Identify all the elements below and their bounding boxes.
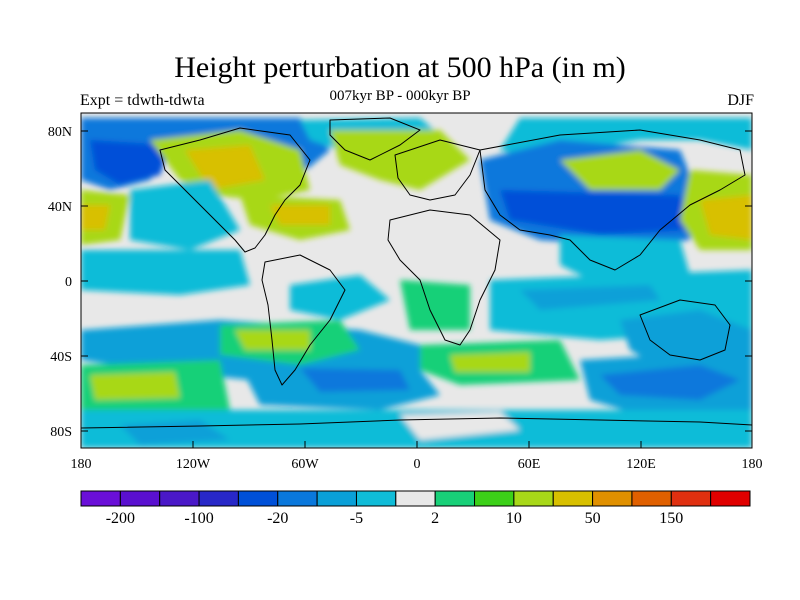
colorbar-box <box>592 490 633 507</box>
field-patch <box>300 368 410 392</box>
field-patch <box>700 195 752 240</box>
field-patch <box>560 235 690 285</box>
field-patch <box>450 352 530 372</box>
colorbar-label: 50 <box>585 510 601 527</box>
field-patch <box>90 372 180 400</box>
colorbar-label: -200 <box>106 510 135 527</box>
lon-label-60w: 60W <box>291 457 319 472</box>
field-patch <box>400 280 470 330</box>
field-patch <box>500 190 690 235</box>
colorbar-box <box>474 490 515 507</box>
lat-label-80s: 80S <box>50 425 72 440</box>
colorbar-label: -20 <box>267 510 288 527</box>
field-patch <box>330 130 470 190</box>
colorbar-box <box>277 490 318 507</box>
lon-label-0: 0 <box>414 457 421 472</box>
lat-label-40n: 40N <box>48 200 72 215</box>
field-patch <box>185 145 265 190</box>
europe-outline <box>394 139 481 201</box>
africa-outline <box>387 209 501 346</box>
colorbar-box <box>80 490 121 507</box>
colorbar-box <box>434 490 476 507</box>
colorbar-box <box>670 490 712 507</box>
colorbar-box <box>631 490 672 507</box>
colorbar-box <box>237 490 279 507</box>
height-anomaly-field <box>81 113 752 448</box>
lon-label-60e: 60E <box>518 457 541 472</box>
field-patch <box>81 250 250 295</box>
field-patch <box>600 365 740 400</box>
colorbar-box <box>119 490 161 507</box>
colorbar-box <box>355 490 397 507</box>
australia-outline <box>639 299 731 361</box>
lat-ticks <box>81 130 752 432</box>
experiment-label: Expt = tdwth-tdwta <box>80 92 205 109</box>
colorbar-box <box>159 490 200 507</box>
colorbar-label: 10 <box>506 510 522 527</box>
colorbar-labels: -200 -100 -20 -5 2 10 50 150 <box>106 510 684 527</box>
colorbar-label: 150 <box>659 510 683 527</box>
lon-label-120w: 120W <box>176 457 211 472</box>
colorbar-box <box>395 490 436 507</box>
field-patch <box>520 285 660 310</box>
colorbar-label: 2 <box>431 510 439 527</box>
field-patch <box>81 205 110 230</box>
lon-label-180w: 180 <box>71 457 92 472</box>
lat-label-80n: 80N <box>48 125 72 140</box>
colorbar-label: -100 <box>184 510 213 527</box>
colorbar-box <box>316 490 357 507</box>
field-patch <box>560 150 680 190</box>
colorbar <box>80 490 751 507</box>
chart-title: Height perturbation at 500 hPa (in m) <box>174 51 626 84</box>
lat-label-0: 0 <box>65 275 72 290</box>
lat-label-40s: 40S <box>50 350 72 365</box>
season-label: DJF <box>727 92 754 109</box>
colorbar-box <box>552 490 594 507</box>
lon-label-180e: 180 <box>742 457 763 472</box>
asia-outline <box>479 129 746 271</box>
field-patch <box>270 205 330 225</box>
antarctica-outline <box>81 417 752 429</box>
field-patch <box>90 140 170 185</box>
coastlines <box>81 117 752 429</box>
south-america-outline <box>261 254 346 386</box>
lon-label-120e: 120E <box>626 457 656 472</box>
field-patch <box>290 275 390 320</box>
lon-ticks <box>80 441 753 448</box>
colorbar-box <box>710 490 751 507</box>
field-patch <box>130 180 240 250</box>
period-label: 007kyr BP - 000kyr BP <box>329 88 471 104</box>
colorbar-box <box>198 490 239 507</box>
colorbar-box <box>513 490 554 507</box>
colorbar-label: -5 <box>350 510 363 527</box>
greenland-outline <box>329 117 421 161</box>
north-america-outline <box>159 127 311 253</box>
